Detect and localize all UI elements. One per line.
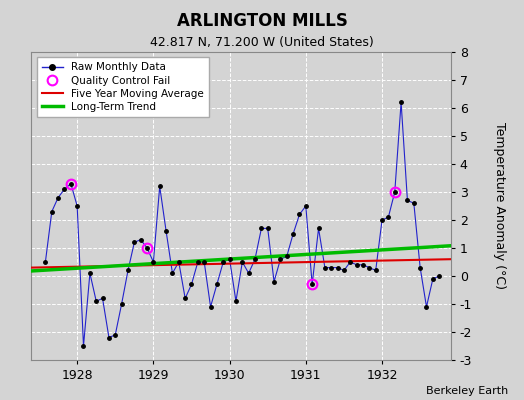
Text: Berkeley Earth: Berkeley Earth	[426, 386, 508, 396]
Text: 42.817 N, 71.200 W (United States): 42.817 N, 71.200 W (United States)	[150, 36, 374, 49]
Text: ARLINGTON MILLS: ARLINGTON MILLS	[177, 12, 347, 30]
Legend: Raw Monthly Data, Quality Control Fail, Five Year Moving Average, Long-Term Tren: Raw Monthly Data, Quality Control Fail, …	[37, 57, 209, 117]
Y-axis label: Temperature Anomaly (°C): Temperature Anomaly (°C)	[493, 122, 506, 290]
